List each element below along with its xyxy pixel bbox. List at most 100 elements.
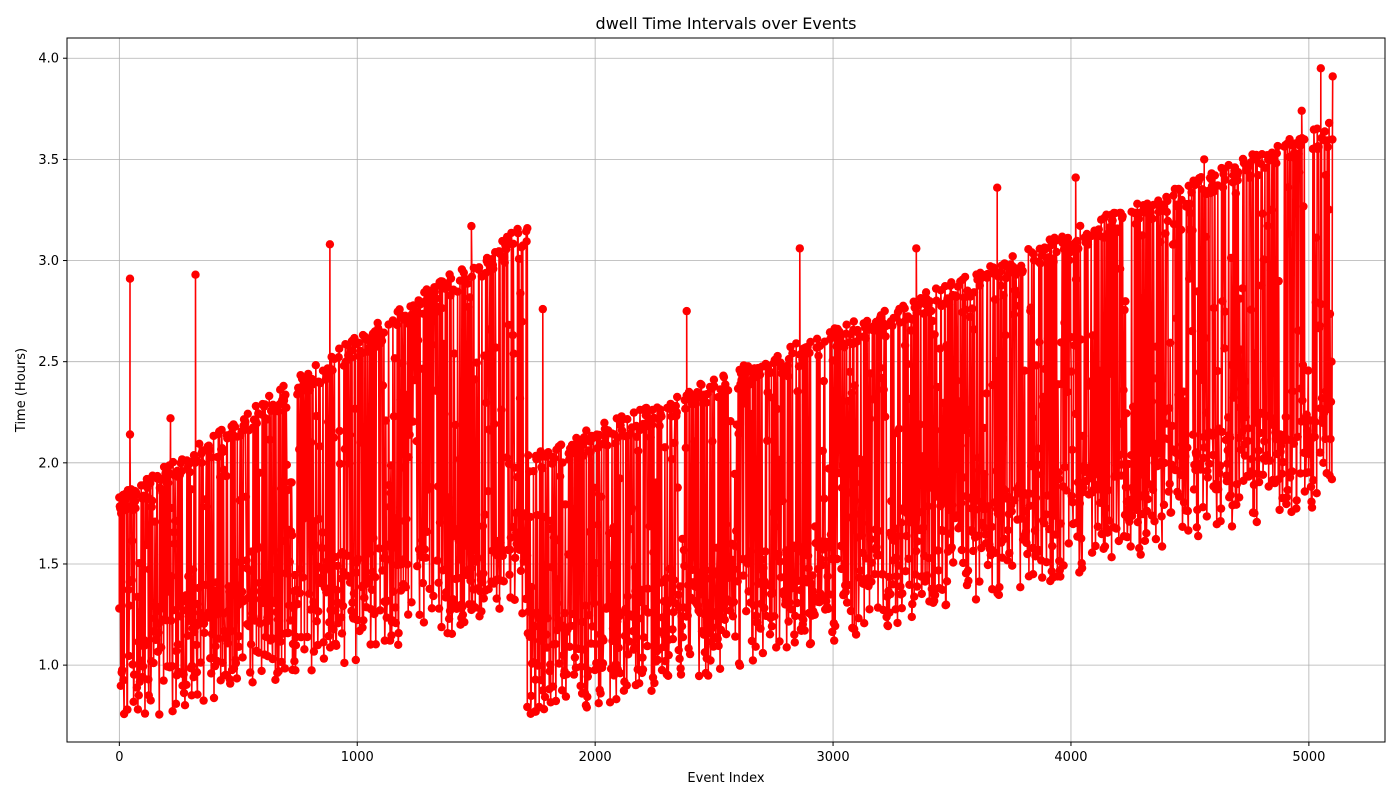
data-point [1004,492,1013,502]
data-point [1184,526,1193,535]
data-point [446,274,456,283]
data-point [1162,207,1172,217]
data-point [806,639,816,648]
data-point [1091,541,1100,551]
data-point [1198,503,1208,512]
data-point [1001,331,1010,340]
data-point [525,632,534,641]
data-point [218,447,228,456]
data-point [892,532,902,541]
data-point [849,317,858,326]
data-point [345,578,355,587]
data-point [1176,470,1185,480]
data-point [413,336,423,345]
data-point [1327,475,1337,484]
data-point [395,305,404,314]
data-point [181,591,191,600]
data-point [490,419,499,429]
data-point [305,589,314,598]
data-point [500,258,509,267]
data-point [1009,310,1019,319]
data-point [465,522,474,531]
data-point [759,563,768,573]
data-point [740,399,749,408]
data-point [861,334,870,343]
data-point [187,485,196,494]
data-point [264,607,273,616]
y-tick-label: 1.5 [38,557,59,572]
data-point [685,649,695,659]
data-point [1023,549,1032,559]
data-point [188,565,198,574]
data-point [1108,216,1117,225]
data-point [506,533,516,542]
data-point [489,264,498,273]
data-point [1065,256,1074,265]
x-tick-label: 1000 [341,750,374,765]
data-point [1049,511,1059,520]
data-point [703,599,712,608]
data-point [908,599,917,609]
data-point [454,555,464,564]
data-point [1163,216,1173,226]
data-point [1018,266,1027,275]
data-point [286,616,295,625]
data-point [423,527,432,536]
data-point [450,349,459,358]
data-point [1165,404,1174,413]
data-point [952,376,961,385]
data-point [878,373,887,383]
data-point [1229,393,1239,402]
data-point [843,469,853,478]
data-point [1038,401,1047,410]
data-point [701,610,710,619]
data-point [607,592,616,602]
data-point [928,316,937,326]
data-point [509,349,518,358]
data-point [454,536,463,545]
data-point [331,606,340,615]
data-point [983,269,992,279]
data-point [906,518,915,527]
data-point [987,522,996,532]
data-point [646,518,656,527]
data-point [975,577,984,586]
data-point [622,681,631,690]
data-point [124,651,134,661]
chart-title: dwell Time Intervals over Events [596,14,857,33]
data-point [912,244,921,253]
data-point [1127,451,1136,460]
data-point [908,395,917,404]
data-point [1112,524,1121,533]
data-point [396,395,405,404]
data-point [1057,379,1066,389]
data-point [649,548,658,557]
data-point [287,478,296,487]
data-point [653,655,662,665]
data-point [925,297,935,306]
data-point [912,308,921,317]
data-point [1051,530,1060,539]
data-point [1077,563,1087,573]
data-point [1255,428,1265,438]
data-point [1054,468,1063,477]
data-point [301,410,310,419]
data-point [923,430,932,440]
data-point [823,572,832,581]
data-point [881,412,890,421]
data-point [1223,446,1232,455]
data-point [842,320,851,329]
data-point [995,583,1004,592]
data-point [1188,430,1198,439]
data-point [474,263,484,272]
data-point [534,614,543,623]
data-point [1155,447,1164,457]
data-point [683,604,692,613]
data-point [945,529,955,538]
data-point [220,626,229,636]
data-point [1026,303,1036,312]
data-point [1250,509,1259,518]
data-point [1188,226,1197,235]
data-point [660,443,670,452]
data-point [451,420,460,430]
